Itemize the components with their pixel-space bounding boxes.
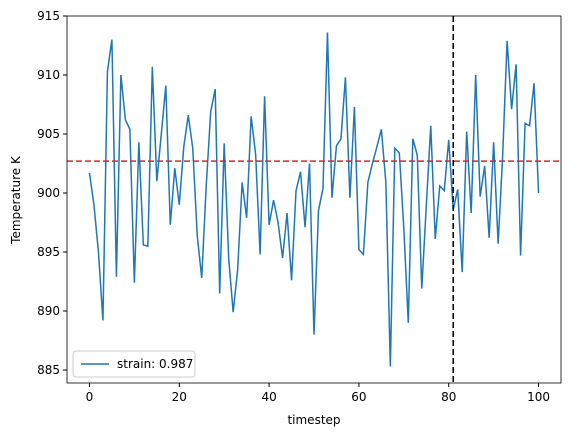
y-axis-label: Temperature K xyxy=(9,155,23,245)
x-tick-label: 60 xyxy=(351,390,366,404)
legend-box xyxy=(72,350,196,378)
y-tick-label: 910 xyxy=(37,68,60,82)
x-tick-label: 0 xyxy=(86,390,94,404)
x-tick-label: 20 xyxy=(172,390,187,404)
y-tick-label: 895 xyxy=(37,245,60,259)
y-tick-label: 885 xyxy=(37,363,60,377)
y-tick-label: 905 xyxy=(37,127,60,141)
x-axis-label: timestep xyxy=(287,413,340,427)
y-tick-label: 915 xyxy=(37,9,60,23)
x-tick-label: 80 xyxy=(441,390,456,404)
plot-frame xyxy=(66,15,562,384)
y-tick-label: 890 xyxy=(37,304,60,318)
legend-label: strain: 0.987 xyxy=(117,357,193,371)
x-tick-label: 100 xyxy=(527,390,550,404)
line-series xyxy=(88,32,540,367)
x-tick-label: 40 xyxy=(261,390,276,404)
y-tick-label: 900 xyxy=(37,186,60,200)
